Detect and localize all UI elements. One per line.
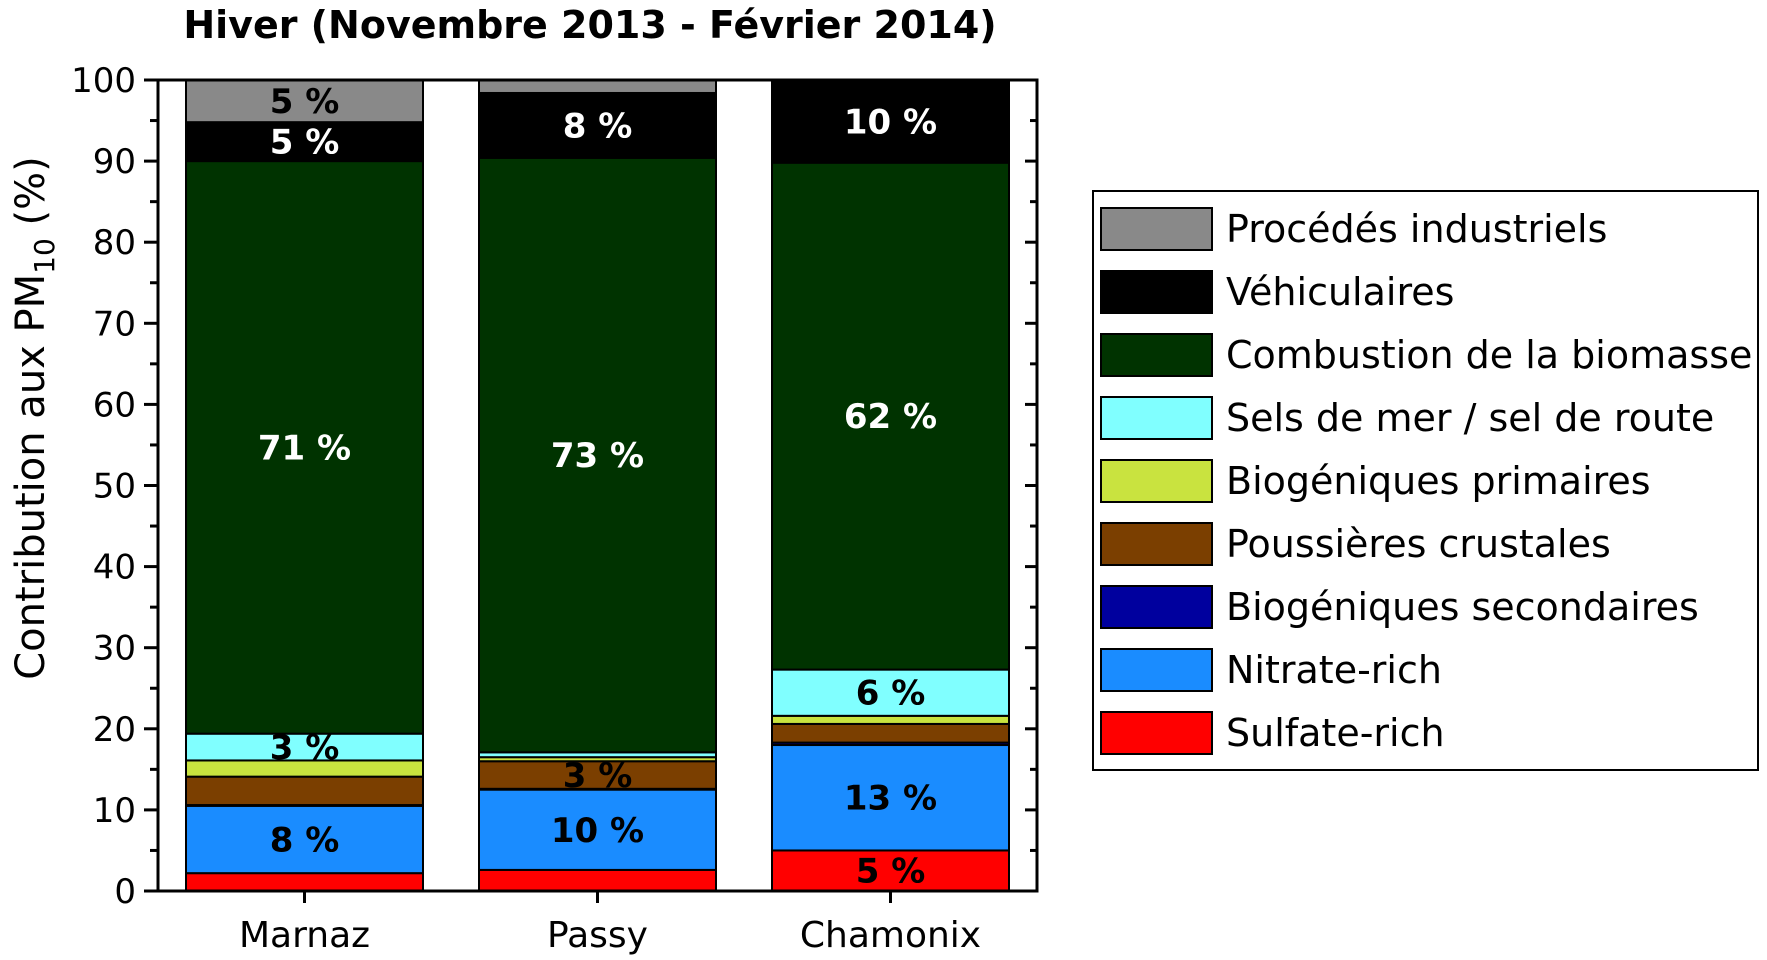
- y-tick-label: 0: [114, 872, 136, 912]
- bar-segment-marnaz-3: [185, 775, 424, 807]
- legend-swatch: [1100, 396, 1213, 440]
- legend-label: Biogéniques primaires: [1226, 459, 1651, 503]
- y-axis-label-unit: (%): [8, 156, 54, 238]
- legend-swatch: [1100, 459, 1213, 503]
- y-axis-label-subscript: 10: [28, 238, 61, 274]
- legend-label: Véhiculaires: [1226, 270, 1454, 314]
- legend-label: Procédés industriels: [1226, 207, 1607, 251]
- bar-segment-passy-0: [478, 868, 717, 893]
- y-tick-label: 40: [93, 548, 136, 588]
- bar-segment-marnaz-0: [185, 872, 424, 893]
- legend-label: Sels de mer / sel de route: [1226, 396, 1714, 440]
- y-tick-label: 90: [93, 142, 136, 182]
- x-tick-label-passy: Passy: [547, 915, 648, 956]
- data-labels-group: 8 %3 %71 %5 %5 %10 %3 %73 %8 %5 %13 %6 %…: [258, 82, 937, 892]
- data-label-chamonix-0: 5 %: [856, 852, 926, 892]
- bar-segment-chamonix-3: [771, 722, 1010, 744]
- bar-segment-passy-6: [478, 156, 717, 754]
- legend-swatch: [1100, 711, 1213, 755]
- bar-segment-chamonix-5: [771, 668, 1010, 717]
- bar-segment-chamonix-6: [771, 161, 1010, 671]
- y-tick-label: 70: [93, 304, 136, 344]
- data-label-marnaz-5: 3 %: [270, 728, 340, 768]
- legend-swatch: [1100, 270, 1213, 314]
- legend: Procédés industriels Véhiculaires Combusti…: [1092, 190, 1759, 771]
- legend-label: Sulfate-rich: [1226, 711, 1445, 755]
- data-label-passy-3: 3 %: [563, 756, 633, 796]
- y-tick-label: 10: [93, 791, 136, 831]
- data-label-passy-1: 10 %: [551, 811, 644, 851]
- data-label-chamonix-7: 10 %: [844, 102, 937, 142]
- y-tick-label: 50: [93, 467, 136, 507]
- x-tick-label-chamonix: Chamonix: [800, 915, 981, 956]
- x-axis-ticks: Marnaz Passy Chamonix: [239, 891, 981, 956]
- bar-segment-passy-1: [478, 788, 717, 871]
- y-tick-label: 30: [93, 629, 136, 669]
- bar-segment-marnaz-1: [185, 804, 424, 875]
- bar-segment-passy-7: [478, 91, 717, 159]
- y-tick-label: 80: [93, 223, 136, 263]
- y-axis-ticks: 0 10 20 30 40 50 60 70 80 90 100: [71, 61, 1037, 912]
- bar-segment-passy-8: [478, 79, 717, 94]
- bar-segment-chamonix-4: [771, 714, 1010, 725]
- bar-segment-chamonix-7: [771, 79, 1010, 164]
- data-label-marnaz-7: 5 %: [270, 123, 340, 163]
- data-label-passy-7: 8 %: [563, 106, 633, 146]
- y-axis-label: Contribution aux PM10 (%): [8, 156, 61, 680]
- y-tick-label: 100: [71, 61, 136, 101]
- y-tick-label: 60: [93, 385, 136, 425]
- x-tick-label-marnaz: Marnaz: [239, 915, 370, 956]
- chart-title: Hiver (Novembre 2013 - Février 2014): [183, 3, 996, 47]
- legend-label: Poussières crustales: [1226, 522, 1611, 566]
- legend-swatch: [1100, 333, 1213, 377]
- legend-swatch: [1100, 585, 1213, 629]
- data-label-marnaz-6: 71 %: [258, 428, 351, 468]
- legend-swatch: [1100, 207, 1213, 251]
- legend-swatch: [1100, 648, 1213, 692]
- y-tick-label: 20: [93, 710, 136, 750]
- bar-segment-chamonix-0: [771, 849, 1010, 893]
- legend-label: Combustion de la biomasse: [1226, 333, 1752, 377]
- data-label-marnaz-8: 5 %: [270, 82, 340, 122]
- legend-items: Procédés industriels Véhiculaires Combusti…: [1100, 207, 1752, 755]
- data-label-chamonix-6: 62 %: [844, 397, 937, 437]
- legend-label: Nitrate-rich: [1226, 648, 1442, 692]
- data-label-marnaz-1: 8 %: [270, 821, 340, 861]
- bar-segment-passy-3: [478, 760, 717, 790]
- bars-group: [185, 79, 1010, 893]
- data-label-chamonix-5: 6 %: [856, 674, 926, 714]
- legend-label: Biogéniques secondaires: [1226, 585, 1699, 629]
- y-axis-label-main: Contribution aux PM: [8, 274, 54, 680]
- legend-swatch: [1100, 522, 1213, 566]
- bar-segment-marnaz-8: [185, 79, 424, 124]
- data-label-passy-6: 73 %: [551, 436, 644, 476]
- data-label-chamonix-1: 13 %: [844, 779, 937, 819]
